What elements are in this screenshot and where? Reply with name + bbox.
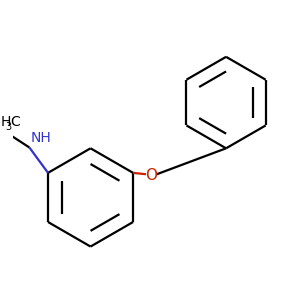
Text: H: H [1, 115, 11, 129]
Text: C: C [10, 115, 20, 129]
Text: O: O [145, 168, 157, 183]
Text: 3: 3 [5, 122, 12, 131]
Text: NH: NH [31, 131, 52, 145]
